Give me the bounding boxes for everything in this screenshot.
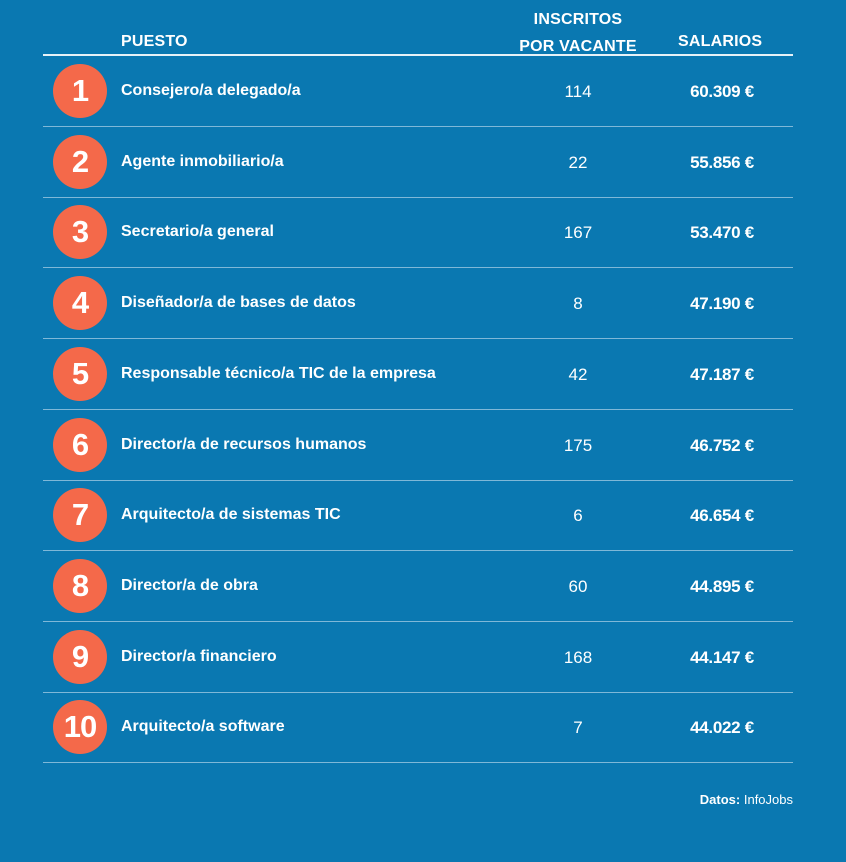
cell-inscritos: 6 [573,506,583,526]
table-row: 5 Responsable técnico/a TIC de la empresa… [0,339,846,410]
rank-badge: 9 [53,629,107,684]
row-divider [43,126,793,127]
rank-badge: 8 [53,558,107,613]
cell-salario: 60.309 € [690,82,754,101]
cell-puesto: Diseñador/a de bases de datos [121,294,356,312]
cell-inscritos: 42 [568,364,588,384]
row-divider [43,479,793,481]
table-row: 10 Arquitecto/a software 7 44.022 € [0,692,846,764]
table-header: PUESTO INSCRITOS POR VACANTE SALARIOS [0,0,846,56]
rank-badge: 2 [53,134,107,189]
table-row: 1 Consejero/a delegado/a 114 60.309 € [0,56,846,127]
table-row: 8 Director/a de obra 60 44.895 € [0,551,846,622]
cell-salario: 53.470 € [690,223,754,243]
cell-inscritos: 168 [563,647,593,667]
cell-puesto: Secretario/a general [121,223,274,241]
row-divider [43,408,793,410]
row-divider [43,550,793,552]
cell-puesto: Agente inmobiliario/a [121,152,284,170]
row-divider [43,762,793,764]
cell-inscritos: 60 [568,576,588,596]
row-divider [43,620,793,622]
source-label: Datos: [699,792,741,807]
cell-salario: 46.752 € [690,435,754,455]
cell-puesto: Director/a de recursos humanos [121,435,367,453]
rank-badge: 7 [53,488,107,543]
table-row: 9 Director/a financiero 168 44.147 € [0,622,846,693]
column-header-salarios: SALARIOS [678,33,763,50]
rank-badge: 1 [53,64,107,118]
cell-puesto: Arquitecto/a software [121,718,285,736]
table-row: 4 Diseñador/a de bases de datos 8 47.190 € [0,268,846,340]
row-divider [43,691,793,693]
rank-badge: 6 [53,417,107,472]
rank-badge: 3 [53,205,107,260]
cell-puesto: Arquitecto/a de sistemas TIC [121,506,341,524]
source-value: InfoJobs [740,792,793,807]
cell-inscritos: 8 [573,294,583,314]
cell-inscritos: 114 [564,82,592,101]
cell-inscritos: 175 [563,435,593,455]
cell-salario: 46.654 € [690,506,754,526]
cell-salario: 44.147 € [690,647,754,667]
column-header-inscritos-line2: POR VACANTE [519,38,637,55]
rank-badge: 5 [53,346,107,401]
table-row: 2 Agente inmobiliario/a 22 55.856 € [0,127,846,198]
cell-puesto: Consejero/a delegado/a [121,82,301,99]
cell-salario: 44.895 € [690,576,754,596]
cell-salario: 47.187 € [690,364,754,384]
table-row: 3 Secretario/a general 167 53.470 € [0,197,846,269]
table-row: 7 Arquitecto/a de sistemas TIC 6 46.654 € [0,480,846,552]
cell-salario: 47.190 € [690,294,754,314]
rank-badge: 10 [53,700,107,755]
row-divider [43,196,793,198]
header-divider [43,54,793,56]
column-header-inscritos-line1: INSCRITOS [533,11,623,28]
cell-puesto: Responsable técnico/a TIC de la empresa [121,364,436,382]
source-credit: Datos: InfoJobs [700,792,793,807]
cell-salario: 55.856 € [690,152,754,172]
column-header-puesto: PUESTO [121,33,188,50]
rank-badge: 4 [53,276,107,331]
cell-puesto: Director/a de obra [121,576,258,594]
cell-inscritos: 7 [573,718,583,738]
cell-inscritos: 22 [568,152,588,172]
table-row: 6 Director/a de recursos humanos 175 46.752… [0,410,846,481]
cell-inscritos: 167 [563,223,593,243]
row-divider [43,338,793,340]
cell-puesto: Director/a financiero [121,647,277,665]
row-divider [43,267,793,269]
column-header-inscritos: INSCRITOS POR VACANTE [500,6,656,60]
cell-salario: 44.022 € [690,718,754,738]
